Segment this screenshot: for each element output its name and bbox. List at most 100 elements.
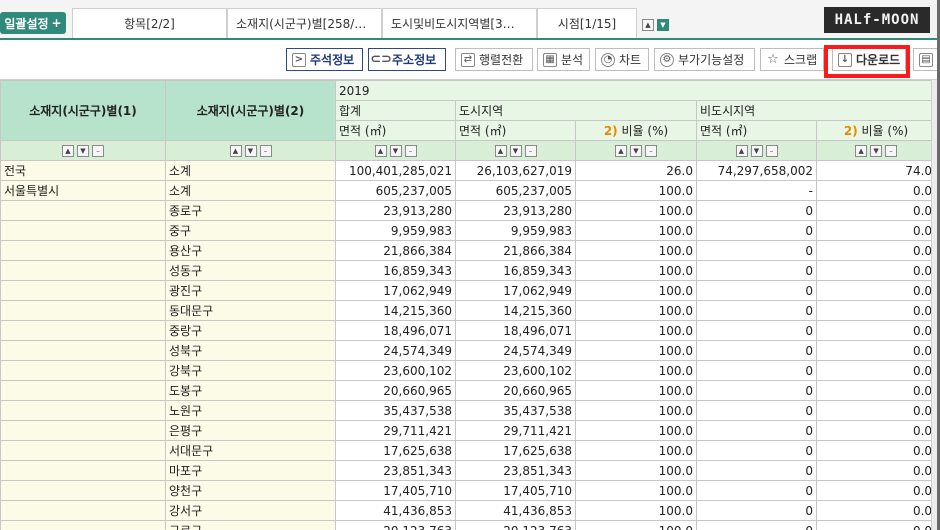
sort-control-row: ▲ ▼ – ▲ ▼ – ▲ ▼ – ▲ ▼ – ▲ ▼ – ▲ ▼ – ▲ ▼ –	[0, 140, 931, 161]
value-cell: 9,959,983	[335, 220, 456, 241]
download-icon: ↓	[838, 52, 852, 67]
statistics-table: 소재지(시군구)별(1) 소재지(시군구)별(2) 2019 합계 도시지역 비…	[0, 80, 931, 530]
sort-up-icon[interactable]: ▲	[494, 145, 507, 157]
sort-up-icon[interactable]: ▲	[855, 145, 868, 157]
tab-scroll-down-icon[interactable]: ▼	[657, 19, 669, 31]
sort-controls: ▲ ▼ –	[575, 140, 697, 161]
sort-down-icon[interactable]: ▼	[630, 145, 642, 157]
region-level-2-cell: 동대문구	[165, 300, 336, 321]
sort-down-icon[interactable]: ▼	[389, 145, 402, 157]
sort-down-icon[interactable]: ▼	[750, 145, 763, 157]
region-level-2-cell: 강북구	[165, 360, 336, 381]
table-row: 서울특별시 소계 605,237,005 605,237,005 100.0-0.0	[0, 180, 931, 201]
print-button[interactable]: ▤ 인	[913, 48, 940, 71]
pie-chart-icon: ◔	[601, 52, 615, 67]
value-cell: 24,574,349	[335, 340, 456, 361]
value-cell: 35,437,538	[455, 400, 576, 421]
gear-icon: ⚙	[660, 52, 674, 67]
sort-down-icon[interactable]: ▼	[509, 145, 522, 157]
sort-down-icon[interactable]: ▼	[77, 145, 89, 157]
table-row: 성동구 16,859,343 16,859,343 100.0 0 0.0	[0, 260, 931, 281]
print-icon: ▤	[919, 52, 933, 67]
value-cell: 9,959,983	[455, 220, 576, 241]
link-icon: ⊂⊃	[370, 52, 392, 67]
tab-items[interactable]: 항목[2/2]	[72, 8, 227, 38]
region-level-2-cell: 마포구	[165, 460, 336, 481]
region-level-2-cell: 성북구	[165, 340, 336, 361]
extra-features-label: 부가기능설정	[678, 53, 745, 67]
sort-up-icon[interactable]: ▲	[615, 145, 627, 157]
row-header-region-1[interactable]: 소재지(시군구)별(1)	[0, 80, 166, 141]
table-row: 양천구 17,405,710 17,405,710 100.0 0 0.0	[0, 480, 931, 501]
collapse-icon[interactable]: –	[404, 145, 417, 157]
sort-controls: ▲ ▼ –	[335, 140, 456, 161]
collapse-icon[interactable]: –	[885, 145, 898, 157]
address-info-button[interactable]: ⊂⊃ 주소정보	[368, 48, 446, 71]
tab-region[interactable]: 소재지(시군구)별[258/…	[227, 8, 382, 38]
value-cell: 100.0	[575, 360, 697, 381]
analysis-button[interactable]: ▦ 분석	[537, 48, 590, 71]
bulk-settings-button[interactable]: 일괄설정 +	[0, 12, 66, 34]
download-label: 다운로드	[856, 53, 901, 67]
toolbar: > 주석정보 ⊂⊃ 주소정보 ⇄ 행렬전환 ▦ 분석 ◔ 차트 ⚙ 부가기능설정…	[0, 40, 940, 80]
table-row: 강북구 23,600,102 23,600,102 100.0 0 0.0	[0, 360, 931, 381]
chart-button[interactable]: ◔ 차트	[595, 48, 649, 71]
collapse-icon[interactable]: –	[645, 145, 657, 157]
value-cell: 0.0	[815, 340, 931, 361]
value-cell: 20,660,965	[455, 380, 576, 401]
collapse-icon[interactable]: –	[259, 145, 272, 157]
group-total-header: 합계	[335, 100, 456, 121]
tab-scroll-up-icon[interactable]: ▲	[642, 19, 654, 31]
sort-controls: ▲ ▼ –	[455, 140, 576, 161]
note-marker[interactable]: 2)	[843, 124, 858, 138]
extra-features-button[interactable]: ⚙ 부가기능설정	[654, 48, 755, 71]
annotation-info-button[interactable]: > 주석정보	[286, 48, 363, 71]
value-cell: 100,401,285,021	[335, 160, 456, 181]
value-cell: 0.0	[815, 400, 931, 421]
annotation-info-label: 주석정보	[310, 53, 355, 67]
tab-area-type[interactable]: 도시및비도시지역별[3…	[382, 8, 537, 38]
region-level-2-cell: 성동구	[165, 260, 336, 281]
collapse-icon[interactable]: –	[765, 145, 778, 157]
value-cell: 0.0	[815, 380, 931, 401]
region-level-1-cell	[0, 280, 166, 301]
region-level-1-cell	[0, 320, 166, 341]
sort-up-icon[interactable]: ▲	[735, 145, 748, 157]
vertical-scrollbar[interactable]	[931, 80, 940, 530]
value-cell: 17,405,710	[335, 480, 456, 501]
table-row: 구로구20,123,76320,123,763100.000.0	[0, 520, 931, 530]
collapse-icon[interactable]: –	[92, 145, 104, 157]
value-cell: 0.0	[815, 240, 931, 261]
download-button[interactable]: ↓ 다운로드	[832, 48, 906, 71]
note-marker[interactable]: 2)	[603, 124, 618, 138]
sort-up-icon[interactable]: ▲	[62, 145, 74, 157]
value-cell: 0	[696, 340, 817, 361]
collapse-icon[interactable]: –	[524, 145, 537, 157]
value-cell: 0	[696, 400, 817, 421]
row-header-region-2[interactable]: 소재지(시군구)별(2)	[165, 80, 336, 141]
value-cell: 100.0	[575, 240, 697, 261]
region-level-2-cell: 소계	[165, 180, 336, 201]
value-cell: 0.0	[815, 440, 931, 461]
sort-up-icon[interactable]: ▲	[229, 145, 242, 157]
value-cell: 17,405,710	[455, 480, 576, 501]
value-cell: 100.0	[575, 260, 697, 281]
logo-text: HALf-MOON	[834, 12, 920, 28]
tab-period[interactable]: 시점[1/15]	[537, 8, 637, 38]
value-cell: 0	[696, 260, 817, 281]
value-cell: 35,437,538	[335, 400, 456, 421]
region-level-2-cell: 은평구	[165, 420, 336, 441]
scrap-button[interactable]: ☆ 스크랩	[760, 48, 824, 71]
value-cell: 23,851,343	[455, 460, 576, 481]
table-body: 전국 소계 100,401,285,021 26,103,627,019 26.0 74,…	[0, 160, 931, 530]
value-cell: 74,297,658,002	[696, 160, 817, 181]
sort-down-icon[interactable]: ▼	[870, 145, 883, 157]
sort-down-icon[interactable]: ▼	[244, 145, 257, 157]
value-cell: 0.0	[815, 360, 931, 381]
sort-controls: ▲ ▼ –	[165, 140, 336, 161]
transpose-button[interactable]: ⇄ 행렬전환	[455, 48, 533, 71]
sub-header-urban-ratio: 2) 비율 (%)	[575, 120, 697, 141]
value-cell: 41,436,853	[335, 500, 456, 521]
region-level-1-cell	[0, 360, 166, 381]
sort-up-icon[interactable]: ▲	[374, 145, 387, 157]
